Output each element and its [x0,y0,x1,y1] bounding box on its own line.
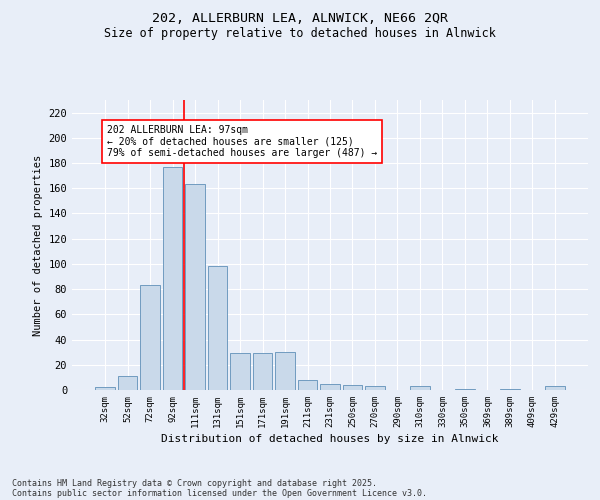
Text: Contains HM Land Registry data © Crown copyright and database right 2025.: Contains HM Land Registry data © Crown c… [12,478,377,488]
Bar [95,388,115,390]
Bar [118,376,137,390]
Bar [208,266,227,390]
Bar [320,384,340,390]
Bar [343,385,362,390]
Bar [163,167,182,390]
Bar [410,386,430,390]
Text: 202, ALLERBURN LEA, ALNWICK, NE66 2QR: 202, ALLERBURN LEA, ALNWICK, NE66 2QR [152,12,448,26]
Bar [545,386,565,390]
X-axis label: Distribution of detached houses by size in Alnwick: Distribution of detached houses by size … [161,434,499,444]
Bar [365,386,385,390]
Bar [500,388,520,390]
Bar [253,354,272,390]
Bar [185,184,205,390]
Bar [275,352,295,390]
Bar [140,286,160,390]
Y-axis label: Number of detached properties: Number of detached properties [33,154,43,336]
Text: Size of property relative to detached houses in Alnwick: Size of property relative to detached ho… [104,28,496,40]
Bar [230,354,250,390]
Text: 202 ALLERBURN LEA: 97sqm
← 20% of detached houses are smaller (125)
79% of semi-: 202 ALLERBURN LEA: 97sqm ← 20% of detach… [107,125,377,158]
Bar [298,380,317,390]
Bar [455,388,475,390]
Text: Contains public sector information licensed under the Open Government Licence v3: Contains public sector information licen… [12,488,427,498]
